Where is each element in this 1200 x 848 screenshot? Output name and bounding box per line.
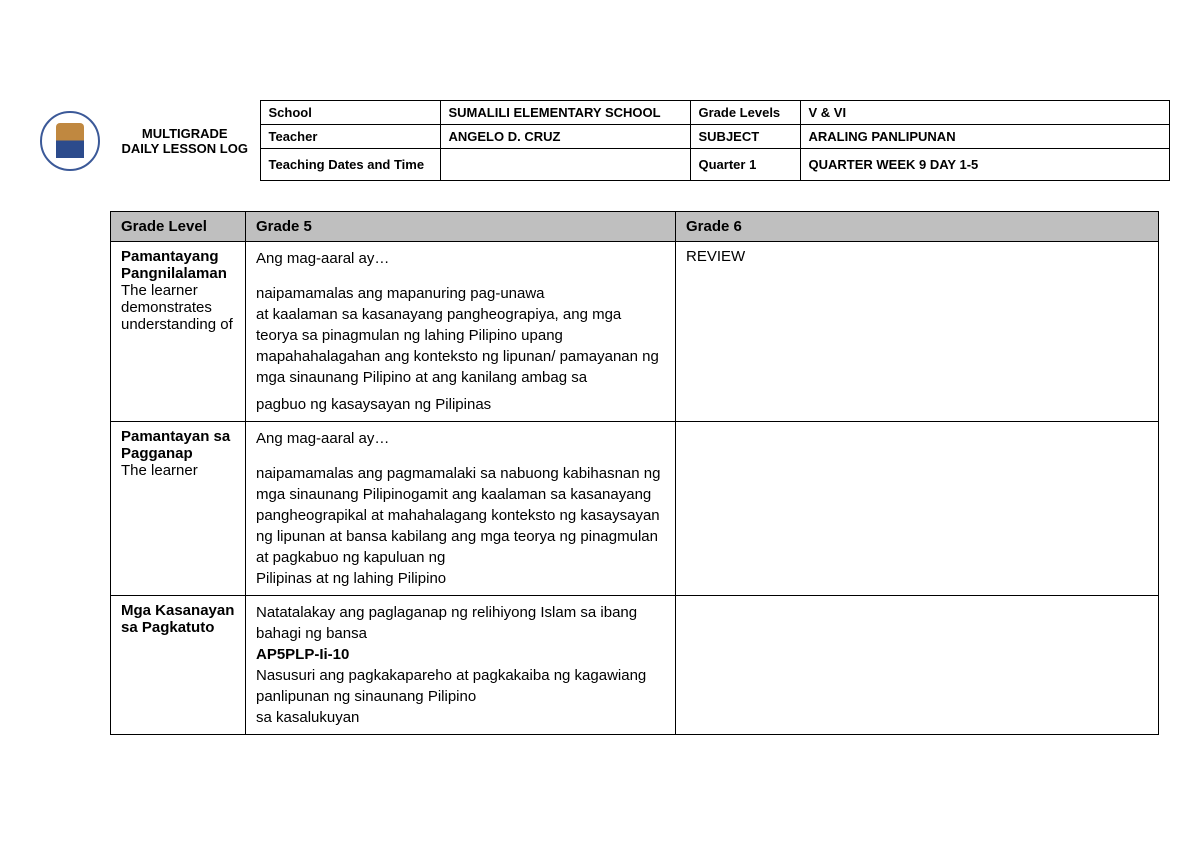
table-row: Pamantayan sa Pagganap The learner Ang m… xyxy=(111,422,1159,596)
teacher-label: Teacher xyxy=(260,125,440,149)
dates-value xyxy=(440,149,690,181)
school-label: School xyxy=(260,101,440,125)
col-header-level: Grade Level xyxy=(111,212,246,242)
subject-value: ARALING PANLIPUNAN xyxy=(800,125,1170,149)
quarter-label: Quarter 1 xyxy=(690,149,800,181)
table-row: Mga Kasanayan sa Pagkatuto Natatalakay a… xyxy=(111,596,1159,735)
logo-shield-icon xyxy=(56,123,84,158)
row1-label: Pamantayang Pangnilalaman The learner de… xyxy=(111,242,246,422)
row3-label: Mga Kasanayan sa Pagkatuto xyxy=(111,596,246,735)
row2-label: Pamantayan sa Pagganap The learner xyxy=(111,422,246,596)
row3-grade5-content: Natatalakay ang paglaganap ng relihiyong… xyxy=(246,596,676,735)
row3-g5-line2: Nasusuri ang pagkakapareho at pagkakaiba… xyxy=(256,665,665,707)
row3-g5-code: AP5PLP-Ii-10 xyxy=(256,644,665,665)
table-row: Pamantayang Pangnilalaman The learner de… xyxy=(111,242,1159,422)
row1-g5-last: pagbuo ng kasaysayan ng Pilipinas xyxy=(256,394,665,415)
lesson-log-header-table: MULTIGRADE DAILY LESSON LOG School SUMAL… xyxy=(30,100,1170,181)
row1-grade6-content: REVIEW xyxy=(676,242,1159,422)
school-value: SUMALILI ELEMENTARY SCHOOL xyxy=(440,101,690,125)
grade-levels-value: V & VI xyxy=(800,101,1170,125)
row1-grade5-content: Ang mag-aaral ay… naipamamalas ang mapan… xyxy=(246,242,676,422)
row2-g5-last: Pilipinas at ng lahing Pilipino xyxy=(256,568,665,589)
dates-label: Teaching Dates and Time xyxy=(260,149,440,181)
row2-grade5-content: Ang mag-aaral ay… naipamamalas ang pagma… xyxy=(246,422,676,596)
row2-label-bold: Pamantayan sa Pagganap xyxy=(121,428,230,462)
quarter-value: QUARTER WEEK 9 DAY 1-5 xyxy=(800,149,1170,181)
subject-label: SUBJECT xyxy=(690,125,800,149)
logo-cell xyxy=(30,101,110,181)
row1-label-desc: The learner demonstrates understanding o… xyxy=(121,282,233,333)
col-header-grade6: Grade 6 xyxy=(676,212,1159,242)
row2-label-desc: The learner xyxy=(121,462,198,479)
teacher-value: ANGELO D. CRUZ xyxy=(440,125,690,149)
row1-label-bold: Pamantayang Pangnilalaman xyxy=(121,248,227,282)
row1-g5-intro: Ang mag-aaral ay… xyxy=(256,248,665,269)
lesson-content-table: Grade Level Grade 5 Grade 6 Pamantayang … xyxy=(110,211,1159,735)
row3-label-bold: Mga Kasanayan sa Pagkatuto xyxy=(121,602,234,636)
col-header-grade5: Grade 5 xyxy=(246,212,676,242)
row2-g5-body: naipamamalas ang pagmamalaki sa nabuong … xyxy=(256,463,665,568)
row3-g5-line1: Natatalakay ang paglaganap ng relihiyong… xyxy=(256,602,665,644)
row3-g5-line3: sa kasalukuyan xyxy=(256,707,665,728)
row1-g5-body: naipamamalas ang mapanuring pag-unawa at… xyxy=(256,283,665,388)
deped-logo xyxy=(40,111,100,171)
row2-grade6-content xyxy=(676,422,1159,596)
grade-levels-label: Grade Levels xyxy=(690,101,800,125)
row3-grade6-content xyxy=(676,596,1159,735)
title-line2: DAILY LESSON LOG xyxy=(122,141,248,156)
row2-g5-intro: Ang mag-aaral ay… xyxy=(256,428,665,449)
title-line1: MULTIGRADE xyxy=(142,126,228,141)
document-title: MULTIGRADE DAILY LESSON LOG xyxy=(110,101,260,181)
